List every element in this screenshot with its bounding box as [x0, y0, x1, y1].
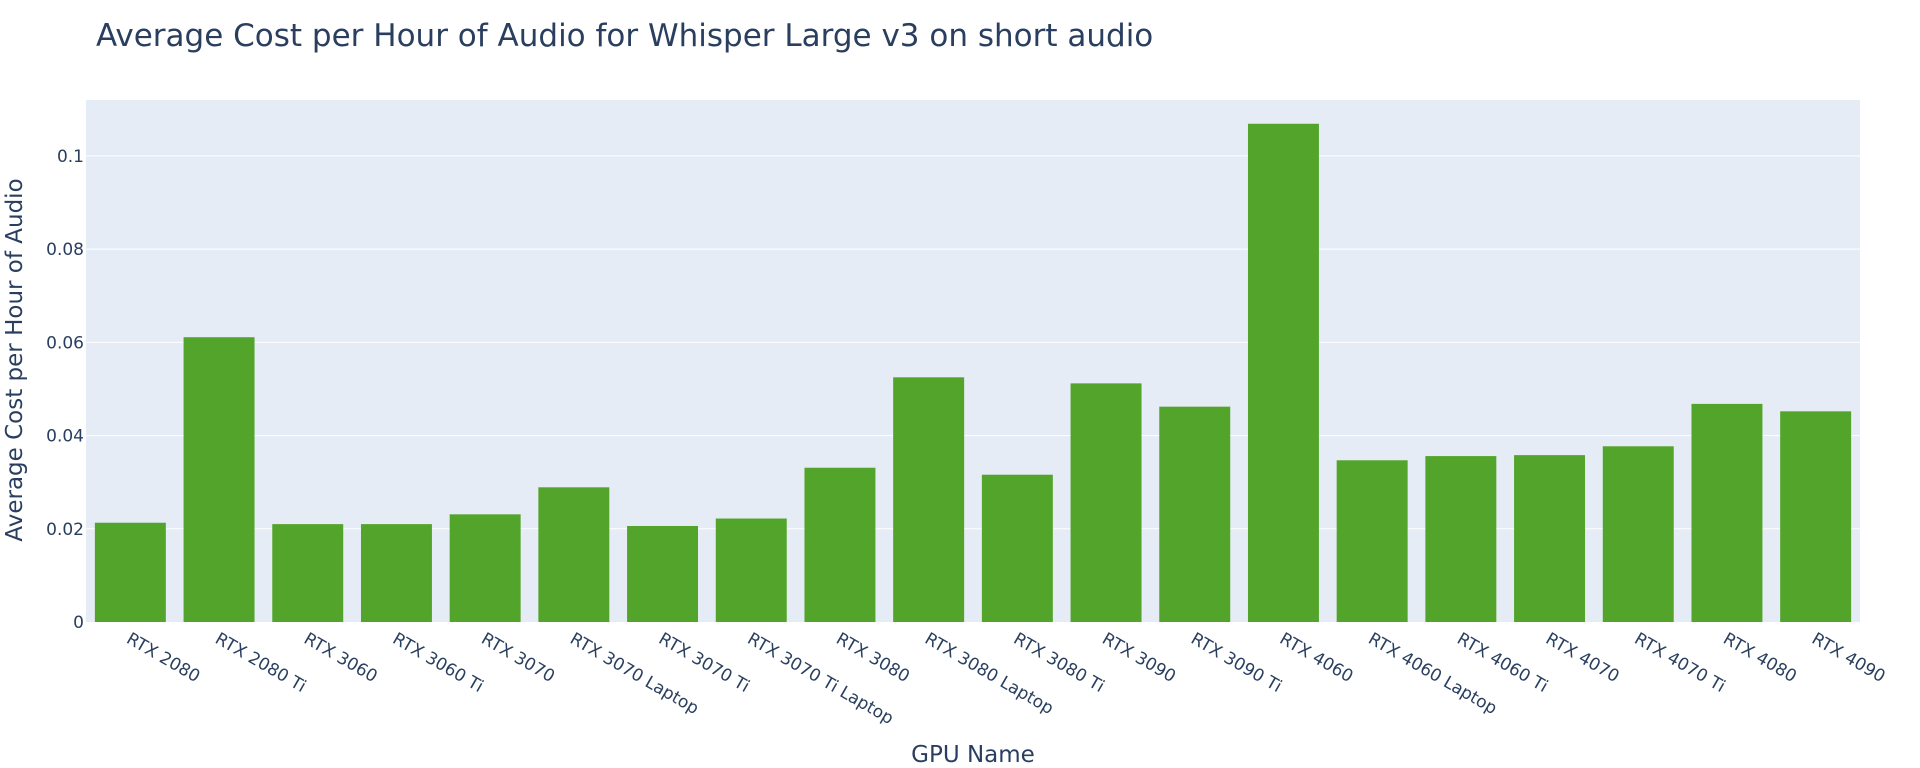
bar[interactable] — [1425, 456, 1497, 622]
x-tick-label: RTX 4060 — [1276, 629, 1356, 687]
y-axis-title: Average Cost per Hour of Audio — [2, 178, 28, 541]
y-axis-ticks: 0 0.02 0.04 0.06 0.08 0.1 — [46, 147, 84, 633]
y-tick-label: 0 — [73, 613, 84, 633]
bar[interactable] — [538, 487, 610, 622]
x-tick-label: RTX 3060 — [300, 629, 380, 687]
bar[interactable] — [1159, 406, 1231, 622]
x-tick-label: RTX 2080 Ti — [212, 629, 310, 697]
bar[interactable] — [893, 377, 965, 622]
bar[interactable] — [360, 524, 432, 622]
y-tick-label: 0.08 — [46, 240, 84, 260]
x-tick-label: RTX 4070 — [1542, 629, 1622, 687]
x-tick-label: RTX 4080 — [1719, 629, 1799, 687]
x-tick-label: RTX 4070 Ti — [1631, 629, 1729, 697]
bar[interactable] — [1514, 455, 1586, 622]
bar[interactable] — [449, 514, 521, 622]
x-tick-label: RTX 3090 Ti — [1187, 629, 1285, 697]
x-axis-title: GPU Name — [911, 742, 1035, 768]
bar[interactable] — [1336, 460, 1408, 622]
chart-title: Average Cost per Hour of Audio for Whisp… — [96, 18, 1154, 54]
x-tick-label: RTX 2080 — [123, 629, 203, 687]
bar[interactable] — [1691, 403, 1763, 622]
bar[interactable] — [627, 525, 699, 622]
bars — [94, 123, 1852, 622]
bar[interactable] — [804, 467, 876, 622]
bar[interactable] — [1780, 411, 1852, 622]
x-tick-label: RTX 3070 Ti Laptop — [744, 629, 897, 729]
bar[interactable] — [94, 522, 166, 622]
y-tick-label: 0.04 — [46, 427, 84, 447]
bar[interactable] — [981, 474, 1053, 622]
y-tick-label: 0.02 — [46, 520, 84, 540]
x-tick-label: RTX 3060 Ti — [389, 629, 487, 697]
plot-area — [86, 100, 1860, 622]
x-tick-label: RTX 3090 — [1099, 629, 1179, 687]
x-tick-label: RTX 4090 — [1808, 629, 1888, 687]
x-tick-label: RTX 3070 — [478, 629, 558, 687]
bar[interactable] — [1070, 383, 1142, 622]
bar[interactable] — [1247, 123, 1319, 622]
x-tick-label: RTX 3080 — [832, 629, 912, 687]
bar[interactable] — [183, 337, 255, 622]
y-tick-label: 0.06 — [46, 333, 84, 353]
bar[interactable] — [1602, 446, 1674, 622]
bar[interactable] — [272, 524, 344, 622]
bar[interactable] — [715, 518, 787, 622]
y-tick-label: 0.1 — [57, 147, 84, 167]
